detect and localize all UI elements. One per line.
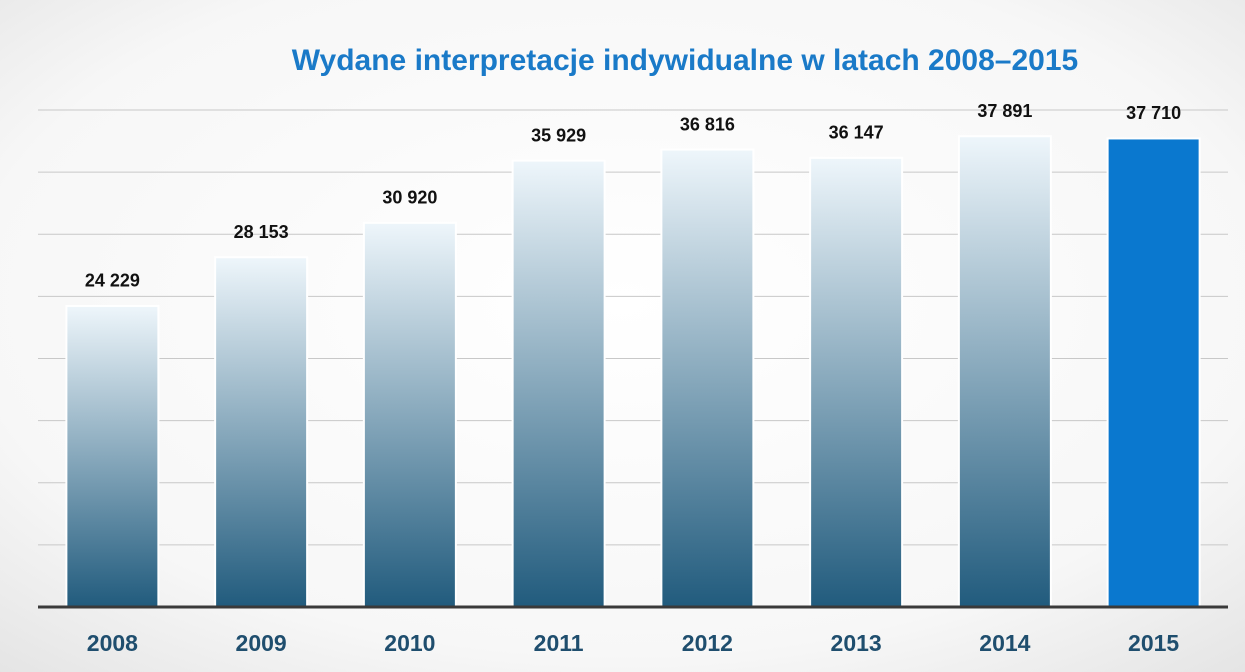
value-label: 37 891 bbox=[977, 101, 1032, 121]
bar bbox=[214, 256, 309, 608]
value-label: 36 147 bbox=[829, 123, 884, 143]
bar bbox=[957, 135, 1052, 609]
x-tick-label: 2015 bbox=[1128, 630, 1179, 656]
bar bbox=[660, 148, 755, 609]
x-tick-label: 2014 bbox=[979, 630, 1030, 656]
bar bbox=[65, 304, 160, 608]
x-tick-label: 2012 bbox=[682, 630, 733, 656]
value-label: 24 229 bbox=[85, 271, 140, 291]
bar bbox=[511, 159, 606, 608]
bar bbox=[362, 221, 457, 608]
x-tick-label: 2009 bbox=[236, 630, 287, 656]
chart-title: Wydane interpretacje indywidualne w lata… bbox=[292, 44, 1078, 77]
value-label: 30 920 bbox=[382, 188, 437, 208]
bar bbox=[809, 156, 904, 608]
value-label: 36 816 bbox=[680, 114, 735, 134]
value-label: 28 153 bbox=[234, 222, 289, 242]
x-tick-label: 2008 bbox=[87, 630, 138, 656]
bar bbox=[1106, 137, 1201, 608]
x-tick-label: 2011 bbox=[534, 630, 584, 656]
x-tick-label: 2013 bbox=[831, 630, 882, 656]
value-label: 35 929 bbox=[531, 125, 586, 145]
value-label: 37 710 bbox=[1126, 103, 1181, 123]
x-tick-label: 2010 bbox=[384, 630, 435, 656]
